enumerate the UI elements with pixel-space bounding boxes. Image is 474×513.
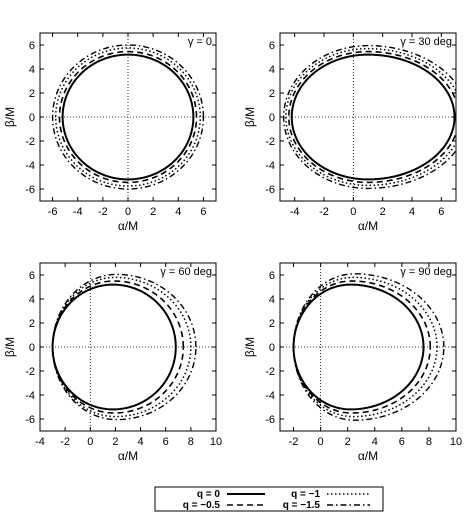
x-tick-label: 6 [163,436,169,448]
x-tick-label: -4 [73,206,83,218]
y-tick-label: 0 [29,112,35,124]
y-tick-label: 6 [269,40,275,52]
x-tick-label: -2 [289,436,299,448]
x-axis-label: α/M [118,219,138,233]
x-axis-label: α/M [358,219,378,233]
y-tick-label: -6 [265,414,275,426]
x-axis-label: α/M [358,449,378,463]
x-tick-label: -4 [290,206,300,218]
x-tick-label: -2 [319,206,329,218]
y-axis-label: β/M [243,337,257,357]
y-tick-label: 4 [269,294,275,306]
y-tick-label: -4 [25,390,35,402]
x-tick-label: 6 [399,436,405,448]
y-tick-label: -6 [25,414,35,426]
y-tick-label: 0 [269,342,275,354]
y-tick-label: -2 [265,136,275,148]
legend-label-q0: q = 0 [197,489,221,500]
series-curve-1 [61,53,195,181]
series-curve-2 [58,50,198,184]
y-axis-label: β/M [3,337,17,357]
series-curve-3 [285,47,456,187]
panel-1: -6 -4 -2 0 2 4 6 -6 -4 -2 0 2 4 6 α/M β/M γ = 0 [3,32,217,233]
y-tick-label: -2 [265,366,275,378]
y-tick-label: 2 [269,88,275,100]
x-tick-label: 2 [150,206,156,218]
y-tick-label: -2 [25,136,35,148]
y-tick-label: 6 [269,270,275,282]
x-tick-label: 4 [175,206,181,218]
x-tick-label: 2 [345,436,351,448]
legend: q = 0 q = −1 q = −0.5 q = −1.5 [154,486,384,512]
y-tick-label: 2 [29,318,35,330]
curves [51,273,197,421]
y-tick-label: 0 [29,342,35,354]
legend-label-q-1-5: q = −1.5 [283,500,321,511]
x-tick-label: 4 [409,206,415,218]
y-tick-label: -4 [25,160,35,172]
panel-annotation: γ = 60 deg [160,266,212,278]
y-tick-label: 4 [29,294,35,306]
y-tick-label: -6 [25,184,35,196]
x-tick-label: -6 [48,206,58,218]
y-axis-label: β/M [3,107,17,127]
x-tick-label: 8 [188,436,194,448]
x-tick-label: 0 [125,206,131,218]
panel-annotation: γ = 0 [188,36,212,48]
x-tick-label: 0 [350,206,356,218]
x-tick-label: 0 [318,436,324,448]
series-curve-2 [51,280,185,414]
y-tick-label: 4 [29,64,35,76]
panel-annotation: γ = 30 deg [400,36,452,48]
series-curve-3 [54,47,202,187]
x-tick-label: 8 [426,436,432,448]
y-tick-label: 6 [29,270,35,282]
y-tick-label: -4 [265,390,275,402]
series-curve-4 [51,44,205,190]
legend-box [154,486,384,512]
y-tick-label: 2 [29,88,35,100]
y-tick-label: 6 [29,40,35,52]
x-tick-label: -2 [98,206,108,218]
legend-label-q-0-5: q = −0.5 [183,500,221,511]
series-curve-1 [290,53,456,181]
series-curve-3 [292,276,438,418]
curves [292,273,445,421]
x-tick-label: 4 [138,436,144,448]
x-tick-label: 4 [372,436,378,448]
x-tick-label: 0 [87,436,93,448]
panel-annotation: γ = 90 deg [400,266,452,278]
x-tick-label: 2 [112,436,118,448]
x-tick-label: -4 [35,436,45,448]
panel-2: -4 -2 0 2 4 6 -6 -4 -2 0 2 4 6 α/M β/M γ = 30 deg [243,32,457,233]
x-tick-label: -2 [60,436,70,448]
series-curve-4 [292,273,445,421]
x-axis-label: α/M [118,449,138,463]
y-tick-label: 2 [269,318,275,330]
curves [282,44,456,190]
x-tick-label: 10 [450,436,462,448]
x-tick-label: 2 [380,206,386,218]
x-tick-label: 10 [210,436,222,448]
panel-4: -2 0 2 4 6 8 10 -6 -4 -2 0 2 4 6 α/M β/M γ = 90 deg [243,262,462,463]
series-curve-4 [282,44,456,190]
y-tick-label: -4 [265,160,275,172]
y-tick-label: 0 [269,112,275,124]
series-curve-1 [51,283,177,411]
y-tick-label: 4 [269,64,275,76]
legend-label-q-1: q = −1 [291,489,320,500]
y-tick-label: -2 [25,366,35,378]
y-tick-label: -6 [265,184,275,196]
curves [51,44,205,190]
x-tick-label: 6 [438,206,444,218]
x-tick-label: 6 [200,206,206,218]
y-axis-label: β/M [243,107,257,127]
series-curve-3 [51,276,192,418]
